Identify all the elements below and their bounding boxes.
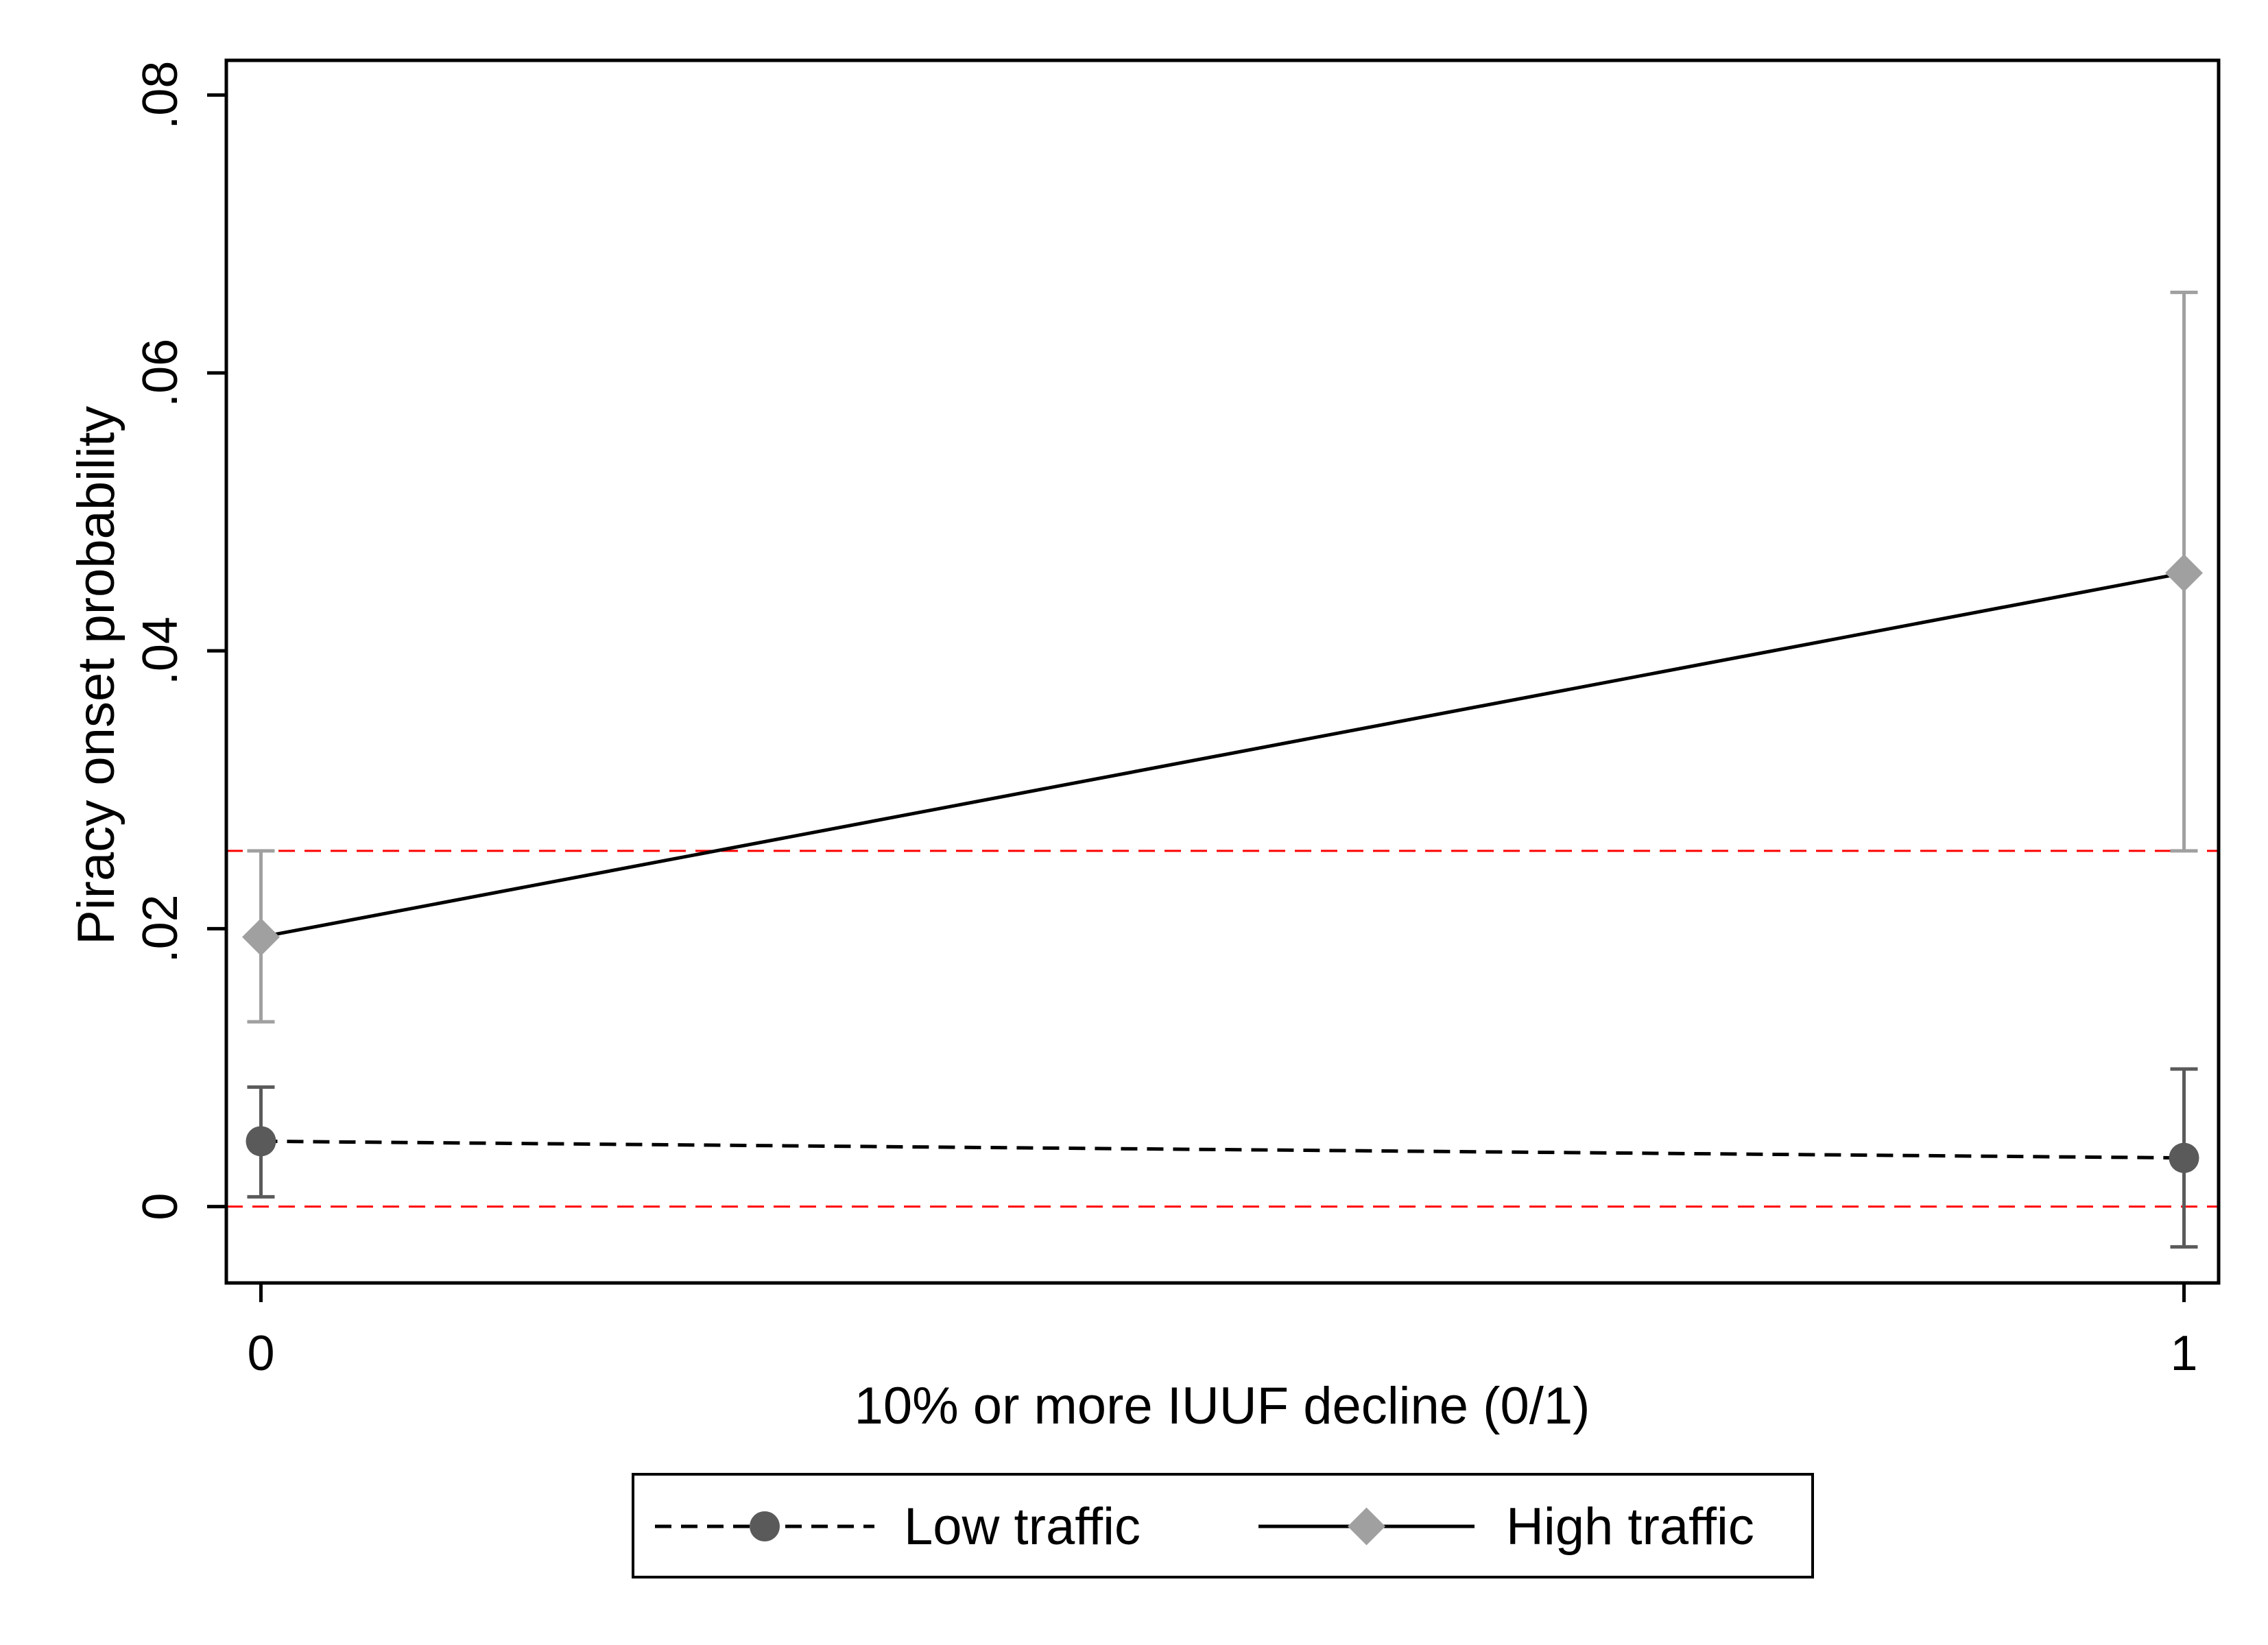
plot-area: 0 .02 .04 .06 .08 0 1 <box>133 58 2221 1381</box>
high-traffic-line <box>261 571 2184 939</box>
y-tick-label: .04 <box>133 616 188 685</box>
x-tick-label: 1 <box>2171 1326 2198 1381</box>
legend-marker <box>750 1511 780 1541</box>
y-tick-label: 0 <box>133 1193 188 1221</box>
high-traffic-point <box>2165 554 2204 592</box>
legend-label: High traffic <box>1506 1498 1754 1556</box>
legend-box <box>632 1473 1814 1578</box>
y-axis-title: Piracy onset probability <box>67 406 126 945</box>
x-axis-title: 10% or more IUUF decline (0/1) <box>855 1377 1590 1435</box>
low-traffic-point <box>246 1126 276 1157</box>
y-tick-label: .08 <box>133 61 188 130</box>
low-traffic-line <box>261 1139 2184 1160</box>
legend: Low traffic High traffic <box>632 1473 1814 1578</box>
legend-item-high-traffic: High traffic <box>1258 1498 1754 1556</box>
low-traffic-point <box>2169 1142 2199 1173</box>
plot-frame <box>224 58 2221 1285</box>
legend-marker <box>1348 1507 1385 1546</box>
legend-item-low-traffic: Low traffic <box>655 1498 1141 1556</box>
x-tick-label: 0 <box>247 1326 274 1381</box>
y-tick-label: .06 <box>133 339 188 407</box>
legend-label: Low traffic <box>904 1498 1141 1556</box>
high-traffic-point <box>241 917 280 956</box>
y-tick-label: .02 <box>133 894 188 963</box>
